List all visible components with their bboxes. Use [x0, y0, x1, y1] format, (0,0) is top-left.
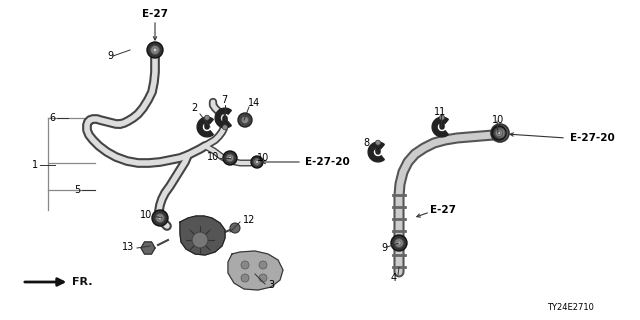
Circle shape: [495, 129, 503, 137]
Circle shape: [158, 216, 162, 220]
Circle shape: [259, 261, 267, 269]
Circle shape: [395, 239, 403, 247]
Circle shape: [150, 46, 159, 54]
Circle shape: [495, 128, 505, 138]
Text: E-27-20: E-27-20: [570, 133, 615, 143]
Polygon shape: [228, 251, 283, 290]
Circle shape: [497, 131, 500, 135]
Text: TY24E2710: TY24E2710: [547, 302, 594, 311]
Circle shape: [147, 42, 163, 58]
Circle shape: [397, 241, 401, 245]
Text: 8: 8: [364, 138, 370, 148]
Circle shape: [391, 235, 407, 251]
Text: 3: 3: [268, 280, 274, 290]
Text: 9: 9: [107, 51, 113, 61]
Circle shape: [253, 159, 260, 165]
Circle shape: [228, 156, 232, 160]
Circle shape: [230, 223, 240, 233]
Text: E-27-20: E-27-20: [305, 157, 349, 167]
Text: E-27: E-27: [430, 205, 456, 215]
Text: 10: 10: [492, 115, 504, 125]
Circle shape: [255, 161, 259, 164]
Text: 10: 10: [140, 210, 152, 220]
Circle shape: [492, 126, 506, 140]
Circle shape: [156, 214, 164, 222]
Text: 7: 7: [221, 95, 227, 105]
Circle shape: [491, 124, 509, 142]
Text: 2: 2: [192, 103, 198, 113]
Text: 4: 4: [391, 273, 397, 283]
Circle shape: [152, 210, 168, 226]
Text: 11: 11: [434, 107, 446, 117]
Text: FR.: FR.: [25, 277, 93, 287]
Circle shape: [241, 274, 249, 282]
Polygon shape: [215, 108, 232, 128]
Text: 12: 12: [243, 215, 255, 225]
Polygon shape: [368, 142, 385, 162]
Circle shape: [259, 274, 267, 282]
Text: 5: 5: [74, 185, 80, 195]
Text: 13: 13: [122, 242, 134, 252]
Text: 9: 9: [381, 243, 387, 253]
Text: 1: 1: [32, 160, 38, 170]
Text: E-27: E-27: [142, 9, 168, 19]
Polygon shape: [432, 117, 449, 137]
Circle shape: [241, 261, 249, 269]
Circle shape: [205, 115, 209, 120]
Circle shape: [251, 156, 263, 168]
Circle shape: [238, 113, 252, 127]
Polygon shape: [197, 117, 213, 137]
Text: 14: 14: [248, 98, 260, 108]
Polygon shape: [141, 242, 155, 254]
Polygon shape: [180, 216, 225, 255]
Circle shape: [192, 232, 208, 248]
Circle shape: [153, 48, 157, 52]
Circle shape: [226, 154, 234, 162]
Circle shape: [376, 140, 381, 145]
Circle shape: [440, 115, 445, 120]
Text: 10: 10: [207, 152, 219, 162]
Text: 6: 6: [49, 113, 55, 123]
Text: 10: 10: [257, 153, 269, 163]
Circle shape: [241, 116, 248, 124]
Circle shape: [223, 125, 227, 130]
Circle shape: [223, 151, 237, 165]
